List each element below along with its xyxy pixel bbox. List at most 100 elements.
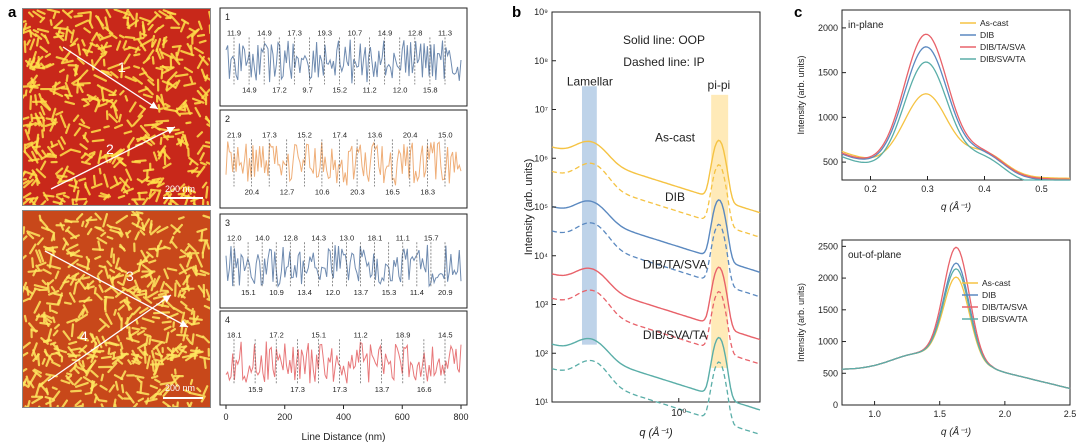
afm-feature bbox=[72, 114, 80, 122]
afm-feature bbox=[158, 10, 172, 20]
afm-feature bbox=[197, 284, 205, 294]
series-oop-As-cast bbox=[551, 139, 761, 214]
afm-feature bbox=[116, 267, 128, 274]
afm-feature bbox=[37, 353, 41, 367]
afm-feature bbox=[191, 266, 198, 276]
afm-texture-bottom: 34 bbox=[23, 211, 210, 407]
afm-feature bbox=[76, 79, 80, 94]
afm-feature bbox=[116, 156, 124, 161]
afm-feature bbox=[31, 196, 39, 205]
afm-feature bbox=[56, 191, 66, 196]
y-tick-label: 10⁷ bbox=[535, 105, 548, 115]
afm-feature bbox=[35, 133, 40, 147]
profile-panel-3: 3 12.0 15.1 14.0 10.9 12.8 13.4 14.3 12.0 13.0 13.… bbox=[219, 213, 468, 309]
afm-feature bbox=[155, 66, 164, 71]
profile-annotation: 17.2 bbox=[272, 85, 287, 94]
afm-feature bbox=[66, 372, 73, 376]
afm-feature bbox=[118, 160, 127, 167]
afm-feature bbox=[60, 59, 74, 65]
afm-feature bbox=[150, 121, 163, 129]
afm-feature bbox=[120, 383, 125, 394]
afm-feature bbox=[163, 107, 179, 113]
afm-feature bbox=[113, 374, 124, 381]
afm-feature bbox=[88, 151, 96, 156]
afm-feature bbox=[166, 267, 178, 272]
afm-feature bbox=[70, 148, 82, 154]
profile-annotation: 14.9 bbox=[257, 28, 272, 37]
afm-feature bbox=[178, 254, 186, 259]
afm-feature bbox=[125, 168, 133, 182]
afm-feature bbox=[117, 281, 124, 286]
afm-feature bbox=[151, 375, 159, 379]
afm-feature bbox=[188, 156, 199, 166]
afm-feature bbox=[76, 263, 91, 270]
afm-feature bbox=[176, 46, 181, 57]
afm-feature bbox=[71, 37, 79, 46]
profile-arrow bbox=[44, 250, 189, 328]
afm-feature bbox=[136, 329, 145, 336]
afm-feature bbox=[36, 28, 50, 33]
afm-feature bbox=[170, 224, 181, 234]
afm-feature bbox=[103, 193, 110, 201]
afm-feature bbox=[163, 268, 169, 280]
afm-feature bbox=[35, 37, 40, 47]
afm-feature bbox=[120, 370, 127, 380]
profile-annotation: 9.7 bbox=[302, 85, 312, 94]
afm-feature bbox=[113, 309, 117, 316]
afm-feature bbox=[48, 289, 60, 296]
afm-feature bbox=[71, 198, 75, 205]
afm-feature bbox=[64, 81, 72, 96]
afm-feature bbox=[178, 348, 188, 354]
afm-feature bbox=[23, 179, 30, 185]
y-tick-label: 10⁸ bbox=[534, 56, 548, 66]
afm-feature bbox=[85, 255, 91, 263]
afm-feature bbox=[65, 168, 75, 176]
afm-feature bbox=[201, 239, 207, 254]
afm-feature bbox=[154, 178, 160, 184]
afm-feature bbox=[128, 203, 131, 205]
afm-feature bbox=[49, 117, 57, 132]
profile-annotation: 15.2 bbox=[297, 130, 312, 139]
profile-x-tick-label: 600 bbox=[395, 412, 410, 422]
afm-feature bbox=[34, 176, 41, 185]
afm-feature bbox=[124, 75, 137, 83]
profile-x-tick-label: 400 bbox=[336, 412, 351, 422]
afm-feature bbox=[36, 237, 44, 246]
afm-feature bbox=[77, 308, 85, 319]
y-tick-label: 10⁹ bbox=[534, 7, 548, 17]
afm-feature bbox=[203, 75, 210, 81]
profile-annotation: 15.7 bbox=[424, 233, 439, 242]
afm-feature bbox=[205, 288, 210, 300]
afm-feature bbox=[126, 16, 130, 27]
afm-feature bbox=[163, 187, 176, 197]
highlight-region-lamellar bbox=[581, 86, 597, 345]
afm-feature bbox=[91, 350, 105, 353]
afm-feature bbox=[81, 403, 84, 407]
afm-feature bbox=[118, 228, 124, 236]
afm-feature bbox=[83, 296, 91, 304]
afm-feature bbox=[40, 200, 47, 205]
afm-feature bbox=[157, 291, 170, 296]
afm-feature bbox=[159, 381, 174, 386]
afm-feature bbox=[193, 46, 204, 54]
afm-feature bbox=[148, 189, 153, 197]
afm-feature bbox=[104, 16, 110, 31]
afm-feature bbox=[90, 128, 102, 134]
afm-feature bbox=[67, 28, 73, 35]
afm-feature bbox=[188, 27, 197, 33]
afm-feature bbox=[82, 304, 89, 314]
series-oop-DIB/SVA/TA bbox=[551, 336, 761, 411]
afm-feature bbox=[139, 16, 151, 23]
afm-feature bbox=[108, 341, 120, 347]
afm-feature bbox=[49, 89, 64, 98]
afm-feature bbox=[204, 117, 210, 123]
legend-entry: DIB bbox=[982, 290, 997, 300]
afm-feature bbox=[126, 229, 132, 236]
afm-feature bbox=[97, 102, 108, 108]
legend-entry: DIB/TA/SVA bbox=[982, 302, 1028, 312]
afm-feature bbox=[114, 257, 120, 270]
afm-feature bbox=[83, 103, 90, 108]
afm-feature bbox=[39, 16, 46, 24]
afm-feature bbox=[44, 246, 59, 250]
profile-annotation: 11.9 bbox=[227, 28, 241, 37]
